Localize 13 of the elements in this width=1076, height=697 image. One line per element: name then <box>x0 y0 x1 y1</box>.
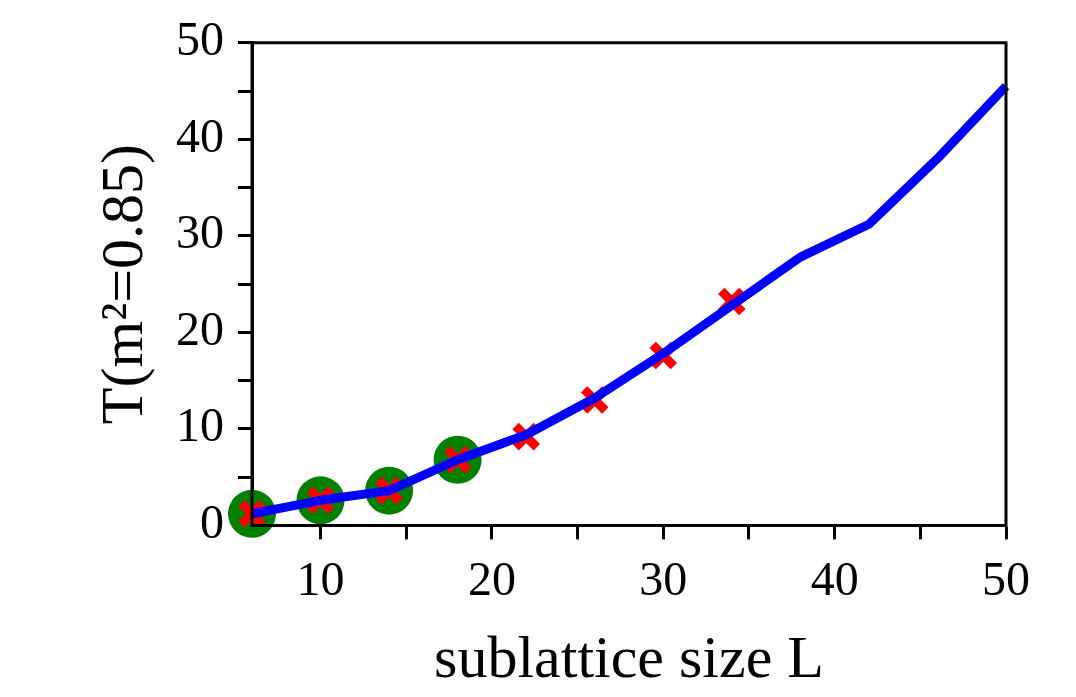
x-axis-title: sublattice size L <box>434 623 824 690</box>
y-tick-label: 40 <box>176 108 224 162</box>
x-tick-label: 10 <box>296 551 345 605</box>
y-tick-label: 20 <box>176 301 224 355</box>
y-tick-label: 10 <box>176 398 224 452</box>
y-tick-label: 50 <box>176 12 224 66</box>
x-tick-label: 40 <box>810 551 859 605</box>
y-axis-title: T(m²=0.85) <box>88 144 155 425</box>
x-tick-label: 50 <box>982 551 1030 605</box>
y-tick-label: 0 <box>200 495 224 549</box>
y-tick-label: 30 <box>176 205 224 259</box>
x-tick-label: 30 <box>639 551 688 605</box>
x-tick-label: 20 <box>467 551 516 605</box>
